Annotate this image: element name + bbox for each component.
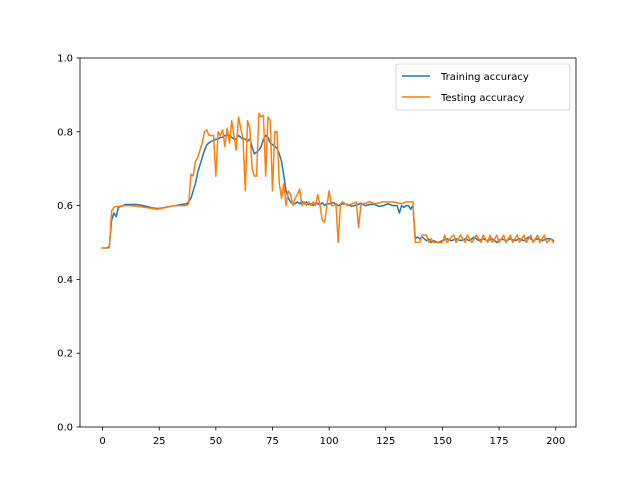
x-tick-label: 200 — [546, 436, 565, 447]
testing-accuracy-line — [101, 112, 555, 249]
y-tick-label: 0.4 — [57, 275, 73, 286]
training-accuracy-line — [101, 134, 555, 249]
y-tick-label: 0.0 — [57, 423, 73, 434]
x-tick-label: 75 — [266, 436, 279, 447]
x-tick-label: 150 — [433, 436, 452, 447]
legend-label-training: Training accuracy — [440, 72, 529, 83]
x-tick-label: 175 — [490, 436, 509, 447]
legend: Training accuracy Testing accuracy — [395, 63, 571, 111]
plot-area — [80, 58, 576, 427]
legend-label-testing: Testing accuracy — [440, 93, 525, 104]
x-tick-label: 125 — [376, 436, 395, 447]
legend-box — [395, 63, 571, 111]
axes-layer: 0 25 50 75 100 125 150 175 200 0.0 0.2 0.4 0.6 0.8 1.0 — [57, 54, 565, 448]
x-tick-label: 0 — [99, 436, 105, 447]
y-tick-label: 1.0 — [57, 54, 73, 65]
y-tick-label: 0.2 — [57, 349, 73, 360]
series-layer — [101, 112, 555, 249]
y-tick-label: 0.8 — [57, 127, 73, 138]
x-tick-label: 25 — [153, 436, 166, 447]
x-tick-label: 100 — [320, 436, 339, 447]
y-tick-label: 0.6 — [57, 201, 73, 212]
x-tick-label: 50 — [209, 436, 222, 447]
plot-frame — [79, 57, 577, 428]
